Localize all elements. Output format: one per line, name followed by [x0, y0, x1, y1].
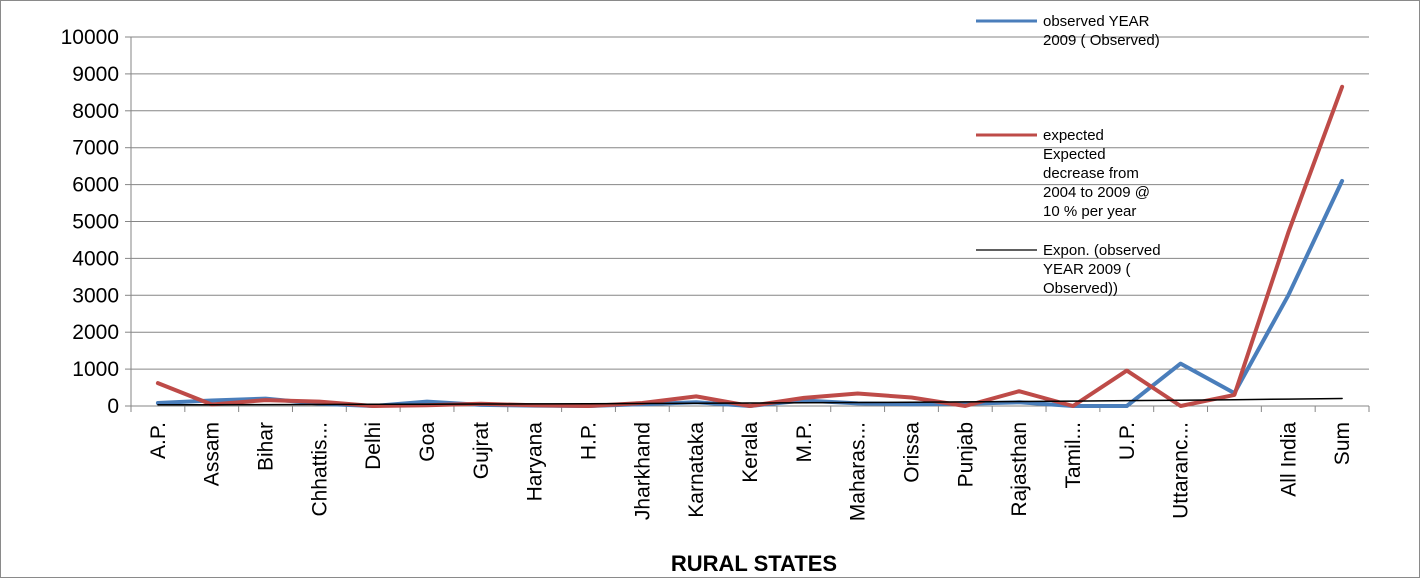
legend-label: expected: [1043, 127, 1104, 144]
x-tick-label: Gujrat: [470, 422, 493, 479]
x-tick-label: Goa: [416, 422, 439, 462]
x-tick-label: Maharas...: [847, 422, 870, 521]
legend-label: 2009 ( Observed): [1043, 32, 1160, 49]
legend-label: Expected: [1043, 146, 1106, 163]
legend-label: Expon. (observed: [1043, 242, 1161, 259]
y-tick-label: 1000: [72, 358, 119, 381]
y-tick-label: 0: [107, 395, 119, 418]
legend: observed YEAR 2009 ( Observed) expected Exp…: [976, 13, 1161, 297]
y-tick-label: 6000: [72, 174, 119, 197]
x-tick-label: Punjab: [954, 422, 977, 487]
series-line-1: [155, 178, 1345, 408]
y-axis: 0 1000 2000 3000 4000 5000 6000 7000 8000 9000 100…: [61, 26, 132, 418]
y-tick-label: 10000: [61, 26, 119, 49]
x-tick-label: Delhi: [362, 422, 385, 470]
x-axis: A.P. Assam Bihar Chhattis... Delhi Goa Gujrat H…: [130, 405, 1370, 521]
x-tick-label: Tamil...: [1062, 422, 1085, 489]
legend-label: 10 % per year: [1043, 203, 1136, 220]
x-tick-label: Jharkhand: [631, 422, 654, 520]
x-tick-label: Orissa: [900, 422, 923, 483]
y-tick-label: 2000: [72, 321, 119, 344]
x-tick-label: H.P.: [578, 422, 601, 460]
x-tick-label: Kerala: [739, 422, 762, 483]
x-tick-label: All India: [1277, 422, 1300, 497]
y-tick-label: 5000: [72, 211, 119, 234]
legend-label: decrease from: [1043, 165, 1139, 182]
y-tick-label: 3000: [72, 284, 119, 307]
legend-label: observed YEAR: [1043, 13, 1150, 30]
x-tick-label: Haryana: [524, 422, 547, 502]
x-tick-label: Karnataka: [685, 422, 708, 518]
series-line-3: [157, 397, 1343, 406]
y-tick-label: 7000: [72, 137, 119, 160]
series-line-2: [155, 84, 1345, 408]
gridlines: [131, 36, 1369, 370]
x-axis-title: RURAL STATES: [671, 551, 837, 576]
legend-label: Observed)): [1043, 280, 1118, 297]
x-tick-label: Uttaranc...: [1170, 422, 1193, 519]
x-tick-label: M.P.: [793, 422, 816, 462]
series-lines: [155, 84, 1345, 408]
y-tick-label: 9000: [72, 63, 119, 86]
x-tick-label: Rajasthan: [1008, 422, 1031, 517]
x-tick-label: U.P.: [1116, 422, 1139, 460]
y-tick-label: 8000: [72, 100, 119, 123]
x-tick-label: Sum: [1331, 422, 1354, 465]
x-tick-label: Assam: [201, 422, 224, 486]
legend-label: 2004 to 2009 @: [1043, 184, 1150, 201]
x-tick-label: Bihar: [255, 422, 278, 471]
legend-label: YEAR 2009 (: [1043, 261, 1131, 278]
x-tick-label: A.P.: [147, 422, 170, 459]
y-tick-label: 4000: [72, 247, 119, 270]
x-tick-label: Chhattis...: [308, 422, 331, 517]
